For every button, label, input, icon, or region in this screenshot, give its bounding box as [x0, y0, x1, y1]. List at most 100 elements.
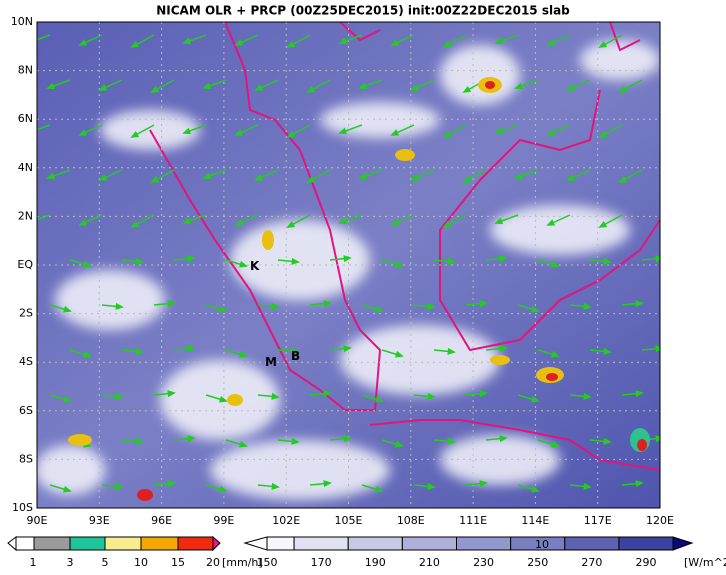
arrow-head: [442, 220, 452, 228]
arrow-head: [338, 217, 348, 225]
arrow-head: [462, 85, 472, 93]
arrow-head: [187, 345, 196, 353]
arrow-head: [374, 395, 384, 403]
x-tick-label: 99E: [213, 514, 234, 527]
x-tick-label: 111E: [459, 514, 487, 527]
arrow-head: [550, 260, 560, 268]
arrow-head: [115, 302, 124, 310]
arrow-head: [427, 392, 436, 400]
olr-colorbar: 150 170 190 210 230 250 270 290: [243, 536, 694, 569]
arrow-head: [286, 130, 296, 138]
arrow-head: [394, 260, 404, 268]
arrow-head: [135, 347, 144, 355]
arrow-head: [98, 84, 108, 91]
arrow-head: [499, 435, 508, 443]
arrow-head: [499, 345, 508, 353]
arrow-head: [286, 220, 296, 228]
arrow-head: [479, 390, 488, 398]
x-tick-label: 117E: [584, 514, 612, 527]
arrow-head: [135, 257, 144, 265]
arrow-head: [546, 129, 556, 136]
precip-colorbar: [7, 535, 221, 552]
arrow-head: [603, 437, 612, 445]
arrow-head: [635, 480, 644, 488]
arrow-head: [583, 482, 592, 490]
arrow-head: [167, 300, 176, 308]
arrow-head: [234, 129, 244, 136]
y-tick-label: 2N: [18, 209, 33, 222]
arrow-head: [442, 40, 452, 48]
arrow-head: [323, 300, 332, 308]
arrow-head: [130, 40, 140, 48]
arrow-head: [343, 255, 352, 263]
colorbar-segment: [456, 536, 512, 551]
colorbar-segment: [293, 536, 349, 551]
arrow-head: [514, 82, 524, 90]
y-tick-label: EQ: [17, 258, 33, 271]
arrow-head: [499, 255, 508, 263]
rain-cells: [68, 77, 650, 501]
colorbar-label: 250: [527, 556, 548, 569]
arrow-head: [182, 37, 192, 45]
x-tick-label: 102E: [272, 514, 300, 527]
arrow-head: [394, 440, 404, 448]
arrow-head: [338, 127, 348, 135]
arrow-head: [78, 129, 88, 136]
arrow-head: [238, 260, 248, 268]
x-tick-label: 90E: [27, 514, 48, 527]
precip-unit: [mm/h]: [222, 556, 263, 569]
x-tick-label: 120E: [646, 514, 674, 527]
annotation: K: [250, 259, 260, 273]
arrow-head: [598, 130, 608, 138]
arrow-head: [28, 129, 34, 133]
colorbar-label: 10: [134, 556, 148, 569]
colorbar-label: 150: [257, 556, 278, 569]
colorbar-segment: [266, 536, 295, 551]
arrow-head: [202, 172, 212, 180]
arrow-head: [218, 395, 228, 403]
wind-arrow: [37, 124, 51, 131]
arrow-head: [218, 305, 228, 313]
arrow-head: [427, 302, 436, 310]
arrow-head: [566, 84, 576, 91]
arrow-head: [238, 350, 248, 358]
vector-reference: 10: [535, 538, 549, 551]
arrow-head: [514, 172, 524, 180]
arrow-head: [546, 39, 556, 46]
arrow-head: [323, 480, 332, 488]
arrow-head: [479, 300, 488, 308]
annotation: M: [265, 355, 277, 369]
arrow-head: [150, 175, 160, 183]
arrow-head: [390, 219, 400, 226]
arrow-head: [598, 220, 608, 228]
wind-arrow: [37, 214, 51, 221]
arrow-head: [343, 345, 352, 353]
arrow-head: [343, 435, 352, 443]
y-tick-label: 4S: [19, 355, 33, 368]
arrow-head: [182, 217, 192, 225]
colorbar-label: 290: [636, 556, 657, 569]
arrow-head: [583, 302, 592, 310]
x-tick-label: 105E: [335, 514, 363, 527]
colorbar-label: 170: [311, 556, 332, 569]
arrow-head: [46, 172, 56, 180]
arrow-head: [234, 39, 244, 46]
arrow-head: [202, 82, 212, 90]
colorbar-label: 1: [30, 556, 37, 569]
arrow-head: [187, 435, 196, 443]
olr-unit: [W/m^2]: [684, 556, 726, 569]
wind-vectors: [28, 34, 660, 493]
arrow-head: [447, 347, 456, 355]
arrow-head: [271, 302, 280, 310]
arrow-head: [583, 392, 592, 400]
arrow-head: [62, 395, 72, 403]
arrow-head: [130, 130, 140, 138]
arrow-head: [447, 257, 456, 265]
axis-labels: 90E 93E 96E 99E 102E 105E 108E 111E 114E 117E 120E…: [11, 15, 674, 527]
arrow-head: [635, 300, 644, 308]
arrow-head: [494, 217, 504, 225]
arrow-head: [62, 485, 72, 493]
arrow-head: [271, 392, 280, 400]
title: NICAM OLR + PRCP (00Z25DEC2015) init:00Z…: [156, 4, 570, 18]
y-tick-label: 10N: [11, 15, 33, 28]
